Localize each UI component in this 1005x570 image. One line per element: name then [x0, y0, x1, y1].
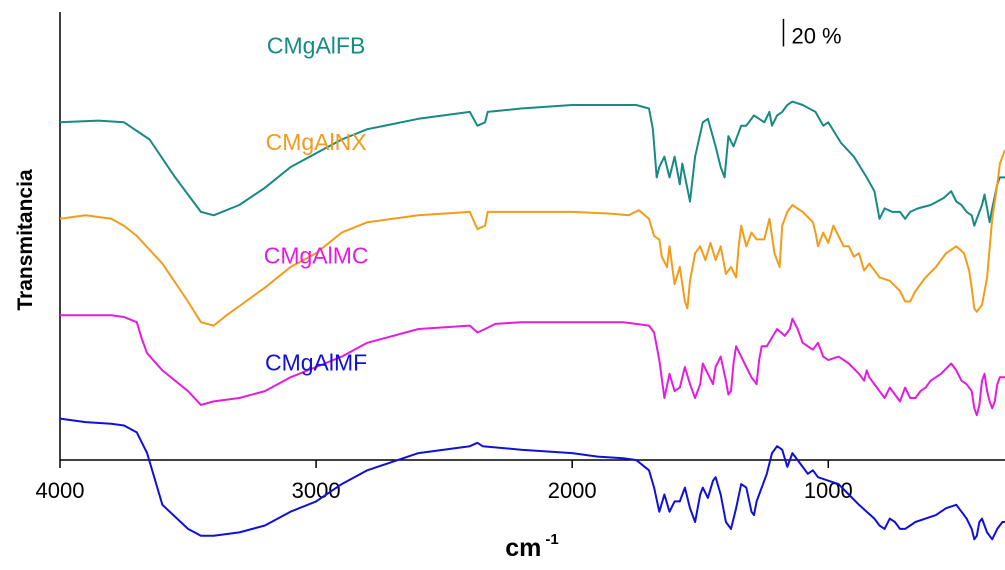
series-line-cmgalnx [59, 149, 1005, 327]
series-label-cmgalmc: CMgAlMC [264, 243, 369, 269]
y-axis-label: Transmitancia [14, 169, 37, 311]
series-labels: CMgAlFB CMgAlNX CMgAlMC CMgAlMF [264, 32, 369, 375]
scale-bar: 20 % [782, 18, 842, 48]
series-label-cmgalmf: CMgAlMF [265, 349, 367, 375]
series-label-cmgalnx: CMgAlNX [266, 129, 367, 155]
x-ticks: 4000 3000 2000 1000 [36, 460, 853, 503]
plot-area: 4000 3000 2000 1000 CMgAlFBCMgAlNXCMgAlMCCM… [36, 12, 1005, 541]
x-axis-label-exponent: -1 [545, 531, 558, 548]
series-lines [59, 100, 1005, 541]
x-axis-label-unit: cm [505, 534, 541, 562]
x-tick-label: 4000 [36, 478, 85, 503]
x-tick-label: 2000 [548, 478, 597, 503]
series-label-cmgalfb: CMgAlFB [267, 32, 365, 58]
scale-bar-label: 20 % [791, 23, 841, 48]
x-axis-label: cm -1 [505, 531, 558, 562]
series-line-cmgalfb [59, 100, 1005, 227]
series-line-cmgalmc [60, 314, 1005, 417]
series-line-cmgalmf [59, 417, 1005, 541]
